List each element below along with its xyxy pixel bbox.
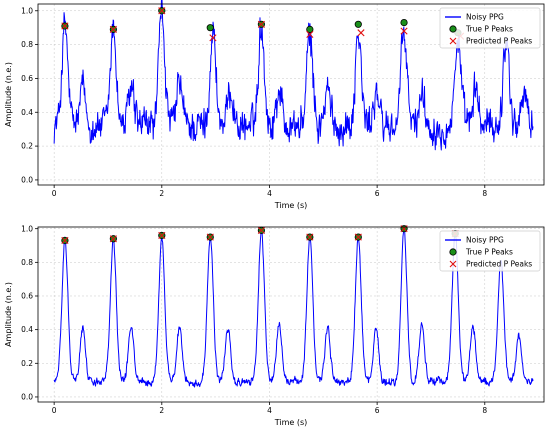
true-peak-point [400, 19, 408, 27]
y-tick-label: 0.4 [21, 325, 33, 334]
predicted-peak-point [109, 25, 117, 33]
predicted-peak-point [206, 233, 214, 241]
legend-x-swatch [449, 37, 457, 45]
legend: Noisy PPG True P Peaks Predicted P Peaks [439, 7, 541, 49]
predicted-peak-point [357, 29, 365, 37]
predicted-peak-point [61, 22, 69, 30]
predicted-peak-point [158, 231, 166, 240]
x-tick-label: 0 [52, 406, 57, 415]
legend-box [439, 7, 541, 49]
true-peak-point [306, 25, 314, 33]
noisy-ppg-line [53, 0, 534, 151]
legend-x-swatch [449, 260, 457, 268]
predicted-peak-point [400, 225, 408, 233]
bottom-chart-panel: 0 2 4 6 8 0.0 0.2 0.4 0.6 0.8 1.0 Time (s) Amplitude… [4, 224, 545, 427]
predicted-peak-point [61, 236, 69, 245]
x-tick-label: 0 [52, 189, 57, 198]
x-axis-label: Time (s) [274, 201, 308, 210]
y-tick-label: 1.0 [21, 6, 33, 15]
predicted-peak-point [400, 27, 408, 35]
axis-ticks: 0 2 4 6 8 0.0 0.2 0.4 0.6 0.8 1.0 [21, 224, 487, 415]
axis-ticks: 0 2 4 6 8 0.0 0.2 0.4 0.6 0.8 1.0 [21, 6, 487, 198]
y-axis-label: Amplitude (n.e.) [4, 62, 13, 127]
y-tick-label: 0.4 [21, 108, 33, 117]
legend-label: Noisy PPG [466, 13, 504, 22]
true-peak-point [354, 20, 362, 28]
legend-circle-swatch [449, 25, 457, 33]
true-peak-point [206, 24, 214, 32]
predicted-peak-point [354, 233, 362, 241]
y-axis-label: Amplitude (n.e.) [4, 282, 13, 347]
x-tick-label: 2 [159, 406, 164, 415]
legend: Noisy PPG True P Peaks Predicted P Peaks [439, 230, 541, 272]
y-tick-label: 0.8 [21, 40, 33, 49]
x-tick-label: 2 [159, 189, 164, 198]
x-tick-label: 8 [482, 406, 487, 415]
y-tick-label: 0.2 [21, 359, 33, 368]
predicted-peak-point [109, 235, 117, 243]
x-axis-label: Time (s) [274, 418, 308, 427]
plot-frame [37, 226, 545, 403]
y-tick-label: 0.6 [21, 292, 33, 301]
y-tick-label: 0.2 [21, 142, 33, 151]
y-tick-label: 0.0 [21, 393, 33, 402]
x-tick-label: 8 [482, 189, 487, 198]
predicted-peak-point [158, 7, 166, 15]
legend-label: Noisy PPG [466, 236, 504, 245]
legend-label: True P Peaks [465, 25, 513, 34]
y-tick-label: 1.0 [21, 224, 33, 233]
x-tick-label: 4 [267, 406, 272, 415]
legend-label: True P Peaks [465, 248, 513, 257]
y-tick-label: 0.6 [21, 74, 33, 83]
predicted-peak-point [257, 20, 265, 28]
predicted-peaks [61, 225, 459, 245]
x-tick-label: 6 [375, 406, 380, 415]
plot-frame [37, 3, 545, 186]
grid [38, 227, 544, 402]
predicted-peak-point [257, 226, 265, 234]
x-tick-label: 6 [375, 189, 380, 198]
grid [38, 4, 544, 185]
y-tick-label: 0.0 [21, 176, 33, 185]
legend-label: Predicted P Peaks [466, 260, 532, 269]
legend-circle-swatch [449, 248, 457, 256]
predicted-peak-point [209, 34, 217, 42]
legend-label: Predicted P Peaks [466, 37, 532, 46]
x-tick-label: 4 [267, 189, 272, 198]
top-chart-panel: 0 2 4 6 8 0.0 0.2 0.4 0.6 0.8 1.0 Time (s) Amplitude… [4, 0, 545, 210]
predicted-peak-point [306, 30, 314, 39]
y-tick-label: 0.8 [21, 258, 33, 267]
legend-box [439, 230, 541, 272]
predicted-peak-point [306, 233, 314, 241]
